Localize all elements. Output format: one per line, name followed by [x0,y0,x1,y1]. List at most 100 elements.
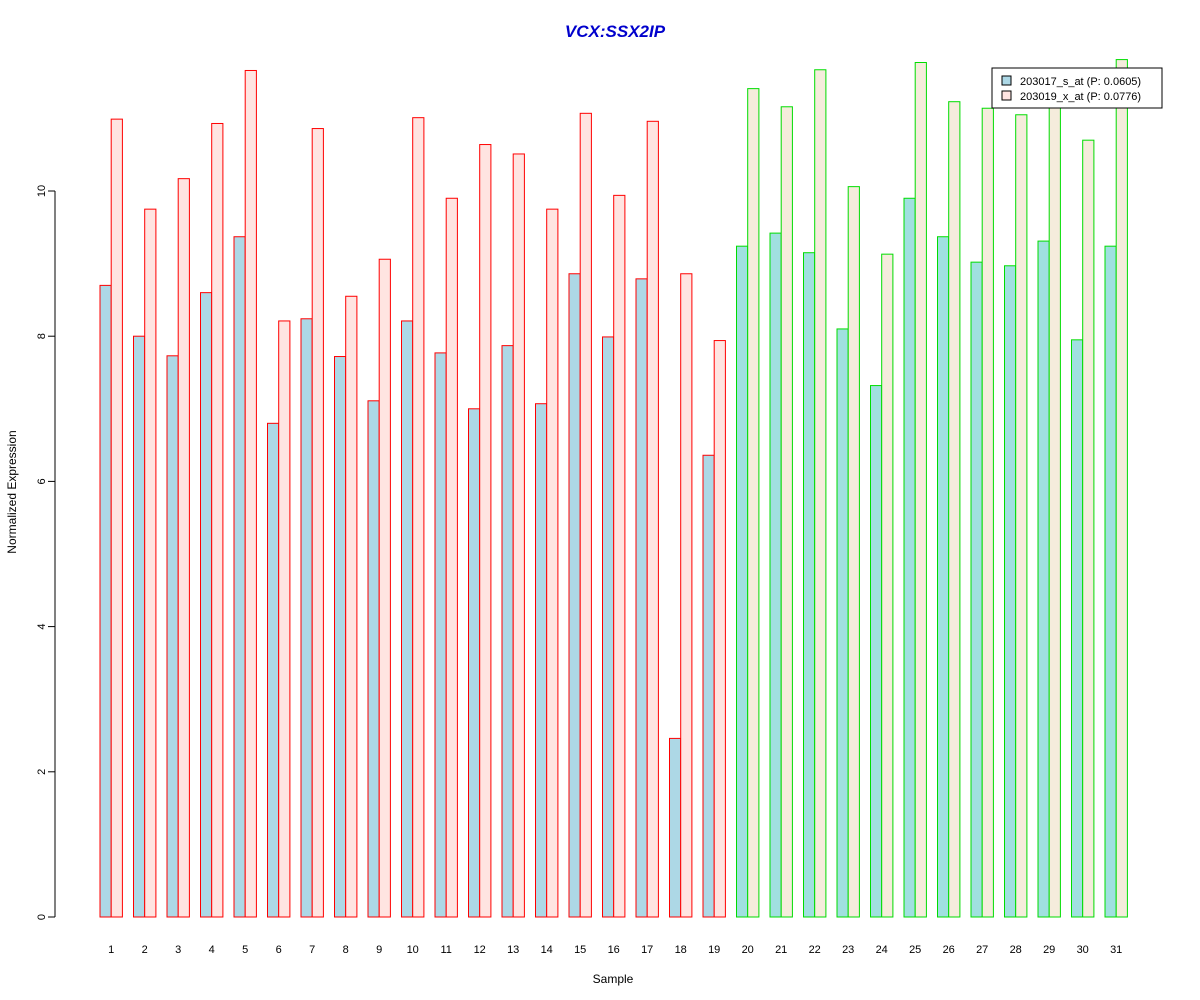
x-tick-label-24: 24 [876,944,888,956]
x-tick-label-3: 3 [175,944,181,956]
x-tick-label-20: 20 [742,944,754,956]
chart-title: VCX:SSX2IP [565,22,666,41]
x-tick-label-7: 7 [309,944,315,956]
bar-series-2-sample-14 [546,208,559,918]
legend: 203017_s_at (P: 0.0605) 203019_x_at (P: … [991,67,1163,109]
x-tick-label-5: 5 [242,944,248,956]
bar-series-2-sample-26 [948,101,961,918]
x-tick-label-21: 21 [775,944,787,956]
bar-series-1-sample-27 [970,261,983,918]
bar-series-2-sample-17 [646,120,659,918]
x-tick-label-9: 9 [376,944,382,956]
bar-series-2-sample-13 [512,153,525,918]
bar-series-1-sample-17 [635,278,648,918]
x-tick-label-28: 28 [1010,944,1022,956]
bar-series-2-sample-20 [747,88,760,918]
x-tick-label-16: 16 [608,944,620,956]
legend-swatch-series-2 [1001,90,1012,101]
bar-series-1-sample-18 [669,737,682,918]
bars [99,59,1128,918]
legend-label-series-2: 203019_x_at (P: 0.0776) [1020,91,1141,103]
x-tick-label-13: 13 [507,944,519,956]
bar-series-2-sample-23 [847,186,860,918]
bar-series-1-sample-28 [1004,265,1017,918]
bar-series-2-sample-12 [479,144,492,918]
bar-series-2-sample-9 [378,258,391,918]
legend-box [991,67,1163,109]
x-tick-labels: 1 2 3 4 5 6 7 8 9 10 11 12 13 14 15 16 17 18 19 20 21 22 23 24 2… [108,944,1122,956]
x-tick-label-6: 6 [276,944,282,956]
bar-series-1-sample-21 [769,232,782,918]
y-tick-label: 6 [36,478,48,484]
bar-series-2-sample-15 [579,112,592,918]
y-tick-label: 4 [36,624,48,630]
bar-series-1-sample-22 [803,252,816,918]
x-tick-label-29: 29 [1043,944,1055,956]
bar-series-1-sample-10 [401,320,414,918]
x-axis-label: Sample [593,972,634,986]
x-tick-label-1: 1 [108,944,114,956]
bar-series-2-sample-5 [244,69,257,918]
bar-series-2-sample-25 [914,62,927,918]
x-tick-label-10: 10 [407,944,419,956]
x-tick-label-18: 18 [675,944,687,956]
legend-label-series-1: 203017_s_at (P: 0.0605) [1020,76,1141,88]
bar-series-2-sample-18 [680,273,693,918]
y-tick-label: 2 [36,769,48,775]
bar-series-2-sample-30 [1082,139,1095,918]
x-tick-label-14: 14 [541,944,553,956]
x-tick-label-4: 4 [209,944,215,956]
bar-series-1-sample-23 [836,328,849,918]
bar-series-2-sample-22 [814,69,827,918]
x-tick-label-11: 11 [440,944,451,956]
legend-swatch-series-1 [1001,75,1012,86]
bar-series-2-sample-6 [278,320,291,918]
bar-series-1-sample-9 [367,400,380,918]
bar-series-1-sample-11 [434,352,447,918]
y-tick-label: 0 [36,914,48,920]
x-tick-label-2: 2 [142,944,148,956]
x-tick-label-31: 31 [1110,944,1122,956]
bar-series-1-sample-19 [702,454,715,918]
bar-series-1-sample-5 [233,236,246,918]
y-tick-label: 10 [36,185,48,197]
bar-series-1-sample-25 [903,197,916,918]
bar-series-1-sample-26 [937,236,950,918]
y-axis: 0 2 4 6 8 10 [36,185,56,920]
bar-series-1-sample-13 [501,345,514,918]
bar-series-1-sample-12 [468,408,481,918]
x-tick-label-23: 23 [842,944,854,956]
bar-series-2-sample-29 [1048,77,1061,918]
y-tick-label: 8 [36,333,48,339]
x-tick-label-22: 22 [809,944,821,956]
y-axis-label: Normalized Expression [5,430,19,553]
bar-series-1-sample-16 [602,336,615,918]
bar-series-2-sample-2 [144,208,157,918]
bar-series-1-sample-8 [334,356,347,918]
bar-series-1-sample-3 [166,355,179,918]
bar-series-2-sample-27 [981,107,994,918]
bar-series-1-sample-31 [1104,245,1117,918]
bar-series-2-sample-10 [412,117,425,918]
bar-series-1-sample-1 [99,284,112,918]
bar-series-2-sample-11 [445,197,458,918]
x-tick-label-15: 15 [574,944,586,956]
x-tick-label-8: 8 [343,944,349,956]
x-tick-label-12: 12 [474,944,486,956]
bar-series-2-sample-28 [1015,114,1028,918]
bar-series-2-sample-24 [881,253,894,918]
bar-series-2-sample-8 [345,295,358,918]
x-tick-label-19: 19 [708,944,720,956]
bar-series-1-sample-15 [568,273,581,918]
x-tick-label-25: 25 [909,944,921,956]
bar-series-2-sample-21 [780,106,793,918]
bar-series-2-sample-19 [713,340,726,918]
bar-series-2-sample-31 [1115,59,1128,918]
bar-series-1-sample-29 [1037,240,1050,918]
bar-series-2-sample-3 [177,178,190,918]
x-tick-label-26: 26 [943,944,955,956]
bar-series-2-sample-16 [613,194,626,918]
bar-series-1-sample-14 [535,403,548,918]
bar-series-2-sample-4 [211,122,224,918]
